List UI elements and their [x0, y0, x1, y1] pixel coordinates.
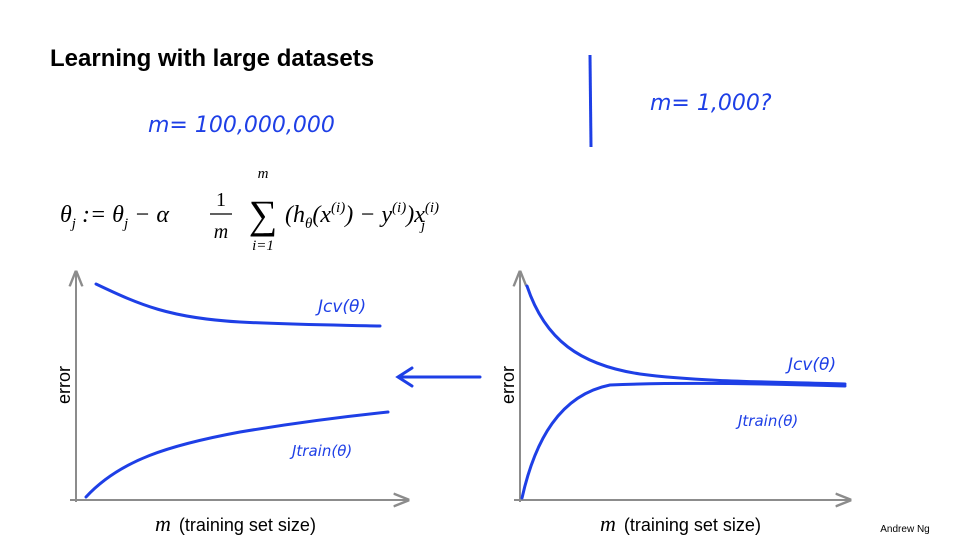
plot-right: error m (training set size) Jcv(θ) Jtrain… — [498, 272, 850, 536]
formula: θj := θj − α 1 m m ∑ i=1 (hθ(x(i)) − y(i… — [60, 166, 439, 254]
arrow — [395, 366, 482, 388]
sum-sign: ∑ — [249, 192, 278, 237]
cv-curve — [94, 282, 382, 328]
fraction-denominator: m — [214, 221, 228, 243]
note-right: m= 1,000? — [650, 91, 772, 116]
formula-body: (hθ(x(i)) − y(i))x(i) j — [285, 200, 439, 234]
cv-label: Jcv(θ) — [785, 355, 836, 375]
y-label: error — [498, 366, 518, 404]
slide-title: Learning with large datasets — [50, 45, 374, 72]
fraction-numerator: 1 — [216, 189, 226, 211]
y-label: error — [54, 366, 74, 404]
sum-lower: i=1 — [252, 238, 274, 254]
plot-left: error m (training set size) Jcv(θ) Jtrain… — [54, 272, 408, 536]
train-curve — [84, 410, 390, 499]
train-label: Jtrain(θ) — [735, 412, 798, 430]
footer: Andrew Ng — [880, 524, 929, 535]
train-label: Jtrain(θ) — [289, 442, 352, 460]
x-label: m (training set size) — [600, 511, 761, 536]
cv-curve — [525, 284, 847, 386]
formula-lhs: θj := θj − α — [60, 202, 169, 232]
x-label: m (training set size) — [155, 511, 316, 536]
cv-label: Jcv(θ) — [315, 297, 366, 317]
sum-upper: m — [258, 166, 269, 182]
divider — [588, 54, 593, 148]
note-left: m= 100,000,000 — [148, 113, 335, 138]
train-curve — [520, 381, 847, 500]
